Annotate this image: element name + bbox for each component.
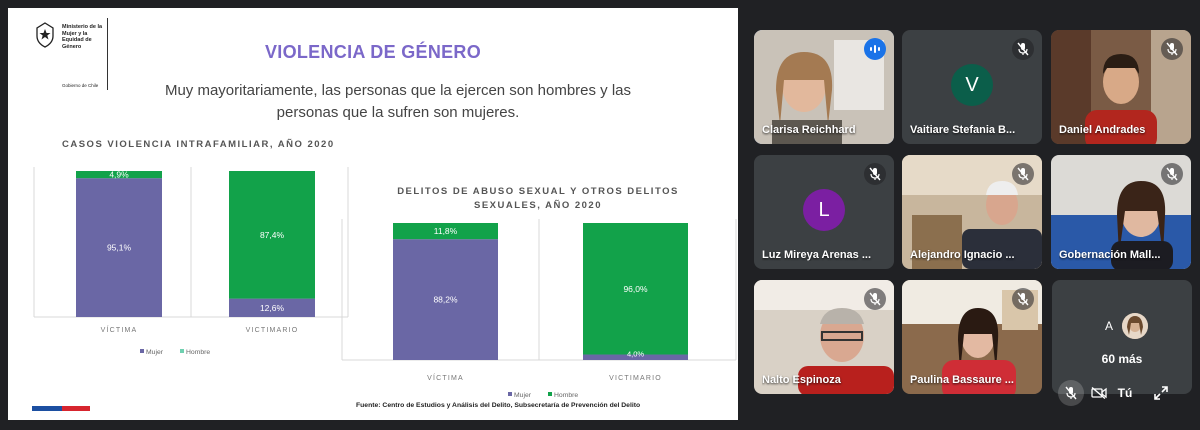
label-hombre-1: 87,4% [260,230,285,240]
legend-label-hombre: Hombre [186,349,210,356]
participant-tile[interactable]: Paulina Bassaure ... [902,280,1042,394]
chart-2-title-line-2: SEXUALES, AÑO 2020 [473,200,603,211]
label-hombre-1: 96,0% [623,284,648,294]
bar-hombre-1 [229,171,315,299]
participant-tile[interactable]: Daniel Andrades [1051,30,1191,144]
chile-crest-icon [36,22,54,48]
shared-presentation: Ministerio de la Mujer y la Equidad de G… [8,8,738,420]
category-label-0: VÍCTIMA [101,325,138,334]
mic-muted-icon [1012,288,1034,310]
bar-hombre-0 [393,223,498,240]
participant-name: Clarisa Reichhard [762,124,856,136]
legend-swatch-hombre [548,392,552,396]
mic-muted-icon [864,163,886,185]
ministry-logo: Ministerio de la Mujer y la Equidad de G… [28,18,108,90]
participant-name: Gobernación Mall... [1059,249,1161,261]
self-mic-off-icon[interactable] [1058,380,1084,406]
avatar-a: A [1104,319,1113,333]
slide-subtitle: Muy mayoritariamente, las personas que l… [164,82,632,121]
chart-2-title: DELITOS DE ABUSO SEXUAL Y OTROS DELITOS … [348,185,728,213]
mic-muted-icon [864,288,886,310]
bar-mujer-0 [393,239,498,360]
label-mujer-1: 4,0% [627,350,644,359]
participant-avatar: L [803,189,845,231]
avatar-photo [1122,313,1148,339]
expand-icon[interactable] [1148,380,1174,406]
label-mujer-1: 12,6% [260,303,285,313]
participant-tile[interactable]: Clarisa Reichhard [754,30,894,144]
label-hombre-0: 11,8% [434,226,458,236]
source-note: Fuente: Centro de Estudios y Análisis de… [356,402,641,409]
chart-2-title-line-1: DELITOS DE ABUSO SEXUAL Y OTROS DELITOS [397,186,679,197]
participant-video [902,280,1042,394]
self-camera-off-icon[interactable] [1086,380,1112,406]
participant-name: Paulina Bassaure ... [910,374,1014,386]
bar-hombre-0 [76,171,162,179]
legend-swatch-hombre [180,349,184,353]
bar-mujer-0 [76,178,162,317]
more-participants-tile[interactable]: A 60 más [1052,280,1192,394]
participant-name: Alejandro Ignacio ... [910,249,1015,261]
mic-muted-icon [1161,163,1183,185]
mic-muted-icon [1161,38,1183,60]
speaking-indicator-icon [864,38,886,60]
category-label-1: VICTIMARIO [246,327,299,334]
participant-name: Nalto Espinoza [762,374,841,386]
legend-label-mujer: Mujer [514,392,532,399]
mic-muted-icon [1012,38,1034,60]
label-hombre-0: 4,9% [109,170,129,180]
self-label: Tú [1117,386,1133,400]
participant-name: Daniel Andrades [1059,124,1146,136]
bar-mujer-1 [229,298,315,317]
label-mujer-0: 95,1% [107,243,132,253]
participant-avatar: V [951,64,993,106]
government-label: Gobierno de Chile [62,83,99,88]
bar-hombre-1 [583,223,688,355]
participant-tile[interactable]: Gobernación Mall... [1051,155,1191,269]
participant-name: Vaitiare Stefania B... [910,124,1016,136]
legend-label-hombre: Hombre [554,392,578,399]
chart-violencia-intrafamiliar: 95,1% 4,9% VÍCTIMA 12,6% 87,4% VICTIMARIO Muje… [33,167,349,356]
legend-swatch-mujer [140,349,144,353]
participant-tile[interactable]: L Luz Mireya Arenas ... [754,155,894,269]
participant-tile[interactable]: V Vaitiare Stefania B... [902,30,1042,144]
flag-stripe [32,406,90,411]
bar-mujer-1 [583,354,688,360]
label-mujer-0: 88,2% [433,295,458,305]
ministry-name: Ministerio de la Mujer y la Equidad de G… [62,24,103,50]
slide-title: VIOLENCIA DE GÉNERO [264,42,482,62]
chart-delitos-sexuales: 88,2% 11,8% VÍCTIMA 4,0% 96,0% VICTIMARIO Muje… [341,219,737,399]
legend-swatch-mujer [508,392,512,396]
category-label-1: VICTIMARIO [609,375,662,382]
category-label-0: VÍCTIMA [427,373,464,382]
chart-1-title: CASOS VIOLENCIA INTRAFAMILIAR, AÑO 2020 [62,139,335,150]
participant-name: Luz Mireya Arenas ... [762,249,872,261]
mic-muted-icon [1012,163,1034,185]
more-count-label: 60 más [1101,352,1143,366]
participant-tile[interactable]: Nalto Espinoza [754,280,894,394]
participant-tile[interactable]: Alejandro Ignacio ... [902,155,1042,269]
legend-label-mujer: Mujer [146,349,164,356]
